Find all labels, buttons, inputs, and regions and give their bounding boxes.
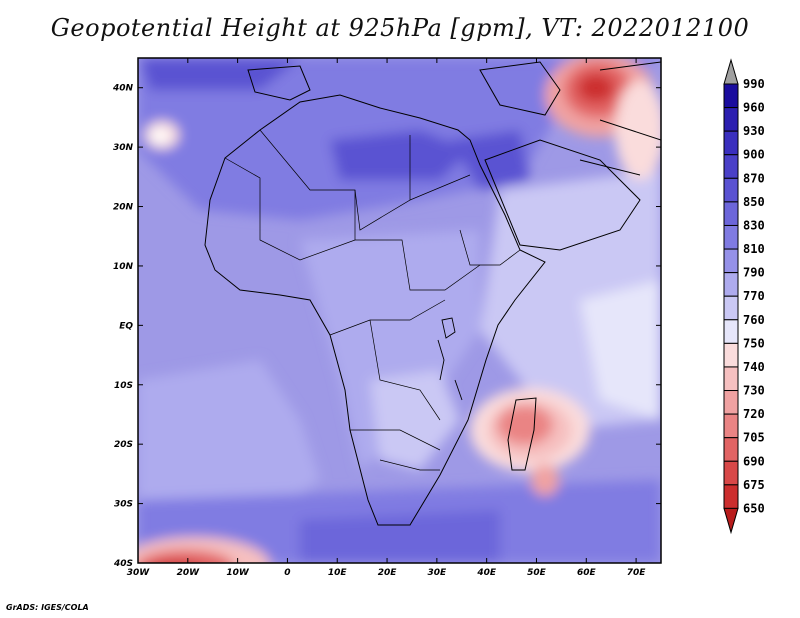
colorbar-label: 740: [743, 360, 765, 374]
lat-label: EQ: [119, 321, 133, 331]
lat-label: 30N: [113, 143, 134, 153]
colorbar-label: 705: [743, 431, 765, 445]
chart-title: Geopotential Height at 925hPa [gpm], VT:…: [50, 14, 750, 42]
colorbar-swatch: [723, 460, 739, 486]
colorbar-bottom-arrow: [723, 507, 739, 535]
colorbar-label: 650: [743, 501, 765, 515]
lat-label: 40N: [112, 84, 134, 94]
lon-label: 30E: [428, 568, 448, 578]
map-frame: [137, 57, 662, 564]
colorbar-label: 690: [743, 454, 765, 468]
lon-label: 30W: [127, 568, 151, 578]
colorbar-label: 990: [743, 77, 765, 91]
colorbar-swatch: [723, 295, 739, 321]
colorbar-swatch: [723, 390, 739, 415]
colorbar-label: 870: [743, 171, 765, 185]
colorbar-label: 675: [743, 478, 765, 492]
lon-label: 60E: [577, 568, 597, 578]
lat-label: 10S: [114, 381, 133, 391]
lon-label: 50E: [527, 568, 547, 578]
lakes: [437, 317, 463, 401]
colorbar-swatch: [723, 107, 739, 132]
colorbar-swatch: [723, 224, 739, 250]
colorbar-swatch: [723, 319, 739, 344]
colorbar: 990 960 930 900 870 850 830 810 790 770 760 750 740 7…: [723, 58, 765, 535]
colorbar-swatch: [723, 83, 739, 109]
country-borders: [224, 129, 521, 471]
colorbar-label: 960: [743, 101, 765, 115]
colorbar-label: 850: [743, 195, 765, 209]
colorbar-label: 810: [743, 242, 765, 256]
colorbar-swatch: [723, 342, 739, 368]
lon-label: 20E: [378, 568, 398, 578]
colorbar-label: 730: [743, 384, 765, 398]
colorbar-swatch: [723, 366, 739, 392]
colorbar-label: 760: [743, 313, 765, 327]
lon-label: 0: [284, 568, 290, 578]
lat-label: 10N: [113, 262, 134, 272]
colorbar-swatch: [723, 484, 739, 509]
latitude-labels: 40N 30N 20N 10N EQ 10S 20S 30S 40S: [112, 84, 661, 569]
colorbar-swatch: [723, 154, 739, 179]
height-field: [138, 58, 661, 563]
lon-label: 20W: [177, 568, 201, 578]
colorbar-label: 790: [743, 266, 765, 280]
credit-text: GrADS: IGES/COLA: [6, 603, 89, 612]
colorbar-label: 770: [743, 289, 765, 303]
colorbar-swatch: [723, 437, 739, 462]
lon-label: 10E: [328, 568, 348, 578]
lon-label: 70E: [627, 568, 647, 578]
longitude-labels: 30W 20W 10W 0 10E 20E 30E 40E 50E 60E 70E: [127, 58, 647, 578]
colorbar-label: 930: [743, 124, 765, 138]
colorbar-label: 720: [743, 407, 765, 421]
colorbar-swatch: [723, 177, 739, 203]
lat-label: 30S: [114, 500, 133, 510]
colorbar-label: 830: [743, 218, 765, 232]
colorbar-label: 750: [743, 336, 765, 350]
lat-label: 20S: [114, 440, 133, 450]
lon-label: 40E: [476, 568, 497, 578]
colorbar-swatch: [723, 272, 739, 297]
colorbar-swatch: [723, 201, 739, 226]
colorbar-swatch: [723, 248, 739, 274]
colorbar-top-arrow: [723, 58, 739, 85]
lat-label: 20N: [113, 203, 134, 213]
lat-label: 40S: [113, 559, 133, 569]
colorbar-swatch: [723, 130, 739, 156]
colorbar-swatch: [723, 413, 739, 439]
coastlines: [204, 61, 661, 526]
lon-label: 10W: [226, 568, 250, 578]
colorbar-label: 900: [743, 148, 765, 162]
